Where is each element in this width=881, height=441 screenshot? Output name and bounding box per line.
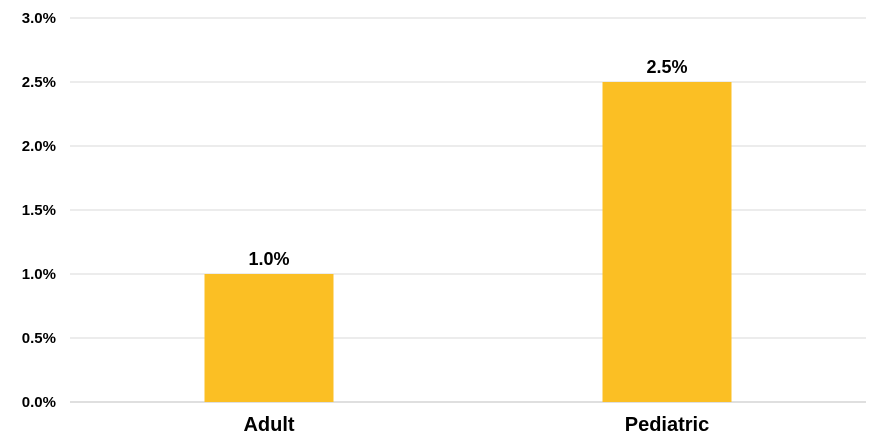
bars bbox=[204, 82, 732, 402]
y-tick-label: 1.5% bbox=[22, 202, 56, 219]
x-category-label: Pediatric bbox=[625, 414, 709, 436]
y-tick-label: 0.5% bbox=[22, 330, 56, 347]
y-tick-label: 2.5% bbox=[22, 74, 56, 91]
y-axis-ticks: 0.0% 0.5% 1.0% 1.5% 2.0% 2.5% 3.0% bbox=[22, 10, 56, 411]
x-category-label: Adult bbox=[243, 414, 294, 436]
gridlines bbox=[70, 17, 866, 403]
data-label: 2.5% bbox=[646, 57, 687, 77]
x-axis-categories: Adult Pediatric bbox=[243, 414, 709, 436]
y-tick-label: 1.0% bbox=[22, 266, 56, 283]
data-labels: 1.0% 2.5% bbox=[248, 57, 687, 269]
y-tick-label: 3.0% bbox=[22, 10, 56, 27]
y-tick-label: 0.0% bbox=[22, 394, 56, 411]
bar-adult bbox=[204, 274, 334, 402]
y-tick-label: 2.0% bbox=[22, 138, 56, 155]
bar-pediatric bbox=[602, 82, 732, 402]
data-label: 1.0% bbox=[248, 249, 289, 269]
